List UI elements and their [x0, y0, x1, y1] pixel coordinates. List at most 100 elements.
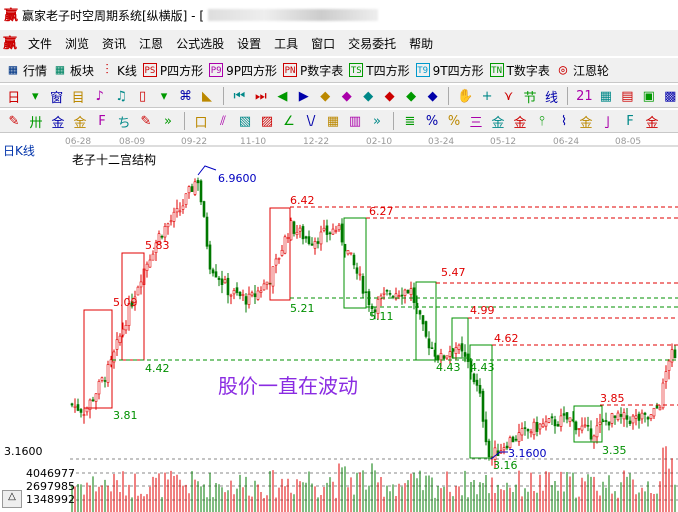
- tool-icon[interactable]: ⏮: [233, 88, 246, 104]
- kline-chart[interactable]: 06-28 08-09 09-22 11-10 12-22 02-10 03-24 05-12…: [0, 134, 678, 512]
- support-label: 4.43: [470, 361, 495, 374]
- toolbar-button[interactable]: PS P四方形: [142, 62, 204, 79]
- menu-item[interactable]: 江恩: [139, 36, 164, 51]
- menu-item[interactable]: 资讯: [102, 36, 127, 51]
- menu-item[interactable]: 工具: [274, 36, 299, 51]
- tool-icon[interactable]: 金: [513, 115, 527, 131]
- tool-icon[interactable]: ▣: [642, 88, 655, 104]
- tool-icon[interactable]: ◆: [427, 88, 438, 104]
- tool-icon[interactable]: +: [481, 88, 493, 104]
- tool-icon[interactable]: 卅: [29, 115, 43, 131]
- tool-icon[interactable]: 金: [579, 115, 593, 131]
- tool-icon[interactable]: 日: [7, 90, 21, 106]
- toolbar-button[interactable]: P9 9P四方形: [209, 62, 277, 79]
- toolbar-button[interactable]: ◎ 江恩轮: [556, 62, 609, 79]
- tool-icon[interactable]: %: [447, 113, 461, 129]
- menu-item[interactable]: 浏览: [65, 36, 90, 51]
- tool-icon[interactable]: 节: [523, 90, 537, 106]
- tool-icon[interactable]: 金: [51, 115, 65, 131]
- tool-icon[interactable]: ▧: [238, 113, 252, 129]
- tool-icon[interactable]: ♪: [95, 88, 104, 104]
- menu-item[interactable]: 帮助: [409, 36, 434, 51]
- tool-icon[interactable]: ▤: [621, 88, 634, 104]
- candle-body: [625, 415, 629, 420]
- toolbar-button[interactable]: ▦ 行情: [6, 62, 47, 79]
- tool-icon[interactable]: 三: [469, 115, 483, 131]
- menu-logo[interactable]: 赢: [3, 36, 17, 52]
- tool-icon[interactable]: ◀: [277, 88, 288, 104]
- tool-icon[interactable]: 金: [73, 115, 87, 131]
- toolbar-button[interactable]: TS T四方形: [349, 62, 410, 79]
- tool-icon[interactable]: ♫: [115, 88, 127, 104]
- candle-body: [427, 338, 431, 349]
- support-label: 5.21: [290, 302, 315, 315]
- tool-icon[interactable]: ▥: [348, 113, 362, 129]
- tool-icon[interactable]: ▾: [31, 88, 39, 104]
- tool-icon[interactable]: »: [164, 113, 172, 129]
- tool-icon[interactable]: 金: [645, 115, 659, 131]
- chart-canvas[interactable]: 06-28 08-09 09-22 11-10 12-22 02-10 03-24 05-12…: [0, 134, 678, 512]
- tool-icon[interactable]: ✋: [457, 88, 474, 104]
- tool-icon[interactable]: ◆: [320, 88, 331, 104]
- tool-icon[interactable]: 线: [544, 90, 558, 106]
- tool-icon[interactable]: ✎: [8, 113, 20, 129]
- tool-icon[interactable]: ⫯: [539, 113, 545, 129]
- candle-body: [133, 296, 137, 306]
- tool-icon[interactable]: ▩: [664, 88, 677, 104]
- tool-icon[interactable]: ◣: [201, 88, 212, 104]
- indicator-name: 老子十二宫结构: [72, 153, 157, 167]
- toolbar-button[interactable]: TN T数字表: [489, 62, 550, 79]
- period-label[interactable]: 日K线: [3, 144, 35, 158]
- tool-icon[interactable]: ▦: [326, 113, 340, 129]
- toolbar-button-label: T四方形: [366, 63, 410, 78]
- tool-icon[interactable]: \/: [306, 113, 316, 129]
- expand-button[interactable]: △: [2, 490, 22, 508]
- tool-icon[interactable]: ≣: [404, 113, 416, 129]
- tool-icon[interactable]: ▯: [138, 88, 147, 104]
- tool-icon[interactable]: F: [98, 113, 106, 129]
- tool-icon[interactable]: ◆: [363, 88, 374, 104]
- tool-icon[interactable]: ⏭: [255, 88, 267, 104]
- tool-icon[interactable]: ▾: [160, 88, 168, 104]
- tool-icon[interactable]: 亅: [601, 115, 615, 131]
- tool-icon[interactable]: ✎: [140, 113, 152, 129]
- tool-icon[interactable]: ▨: [260, 113, 274, 129]
- toolbar-button[interactable]: T9 9T四方形: [415, 62, 484, 79]
- toolbar-button[interactable]: ⫶ K线: [100, 62, 137, 79]
- tool-icon[interactable]: 窗: [50, 90, 64, 106]
- tool-icon[interactable]: ⌘: [178, 88, 192, 104]
- date-tick: 08-05: [615, 137, 641, 147]
- tool-icon[interactable]: 口: [194, 115, 208, 131]
- menu-item[interactable]: 窗口: [311, 36, 336, 51]
- tool-icon[interactable]: »: [373, 113, 381, 129]
- candle-body: [283, 236, 287, 254]
- tool-icon[interactable]: ∠: [283, 113, 295, 129]
- menu-item[interactable]: 公式选股: [176, 36, 225, 51]
- tool-icon[interactable]: F: [626, 113, 634, 129]
- tool-icon[interactable]: 21: [576, 88, 593, 104]
- tool-icon[interactable]: ▦: [599, 88, 613, 104]
- tool-icon[interactable]: ち: [117, 115, 131, 131]
- menu-item[interactable]: 文件: [28, 36, 53, 51]
- toolbar-button[interactable]: ▦ 板块: [53, 62, 94, 79]
- candle-body: [334, 230, 338, 232]
- tool-icon[interactable]: 金: [491, 115, 505, 131]
- candle-body: [481, 390, 485, 422]
- toolbar-button-label: P四方形: [159, 63, 204, 78]
- candle-body: [124, 324, 128, 331]
- tool-icon[interactable]: ◆: [341, 88, 352, 104]
- tool-icon[interactable]: 目: [71, 90, 85, 106]
- tool-icon[interactable]: ⌇: [560, 113, 568, 129]
- candle-body: [559, 415, 563, 427]
- toolbar-button[interactable]: PN P数字表: [283, 62, 343, 79]
- tool-icon[interactable]: ▶: [298, 88, 309, 104]
- tool-icon[interactable]: ◆: [406, 88, 417, 104]
- resistance-label: 6.27: [369, 205, 394, 218]
- tool-icon[interactable]: ◆: [384, 88, 395, 104]
- menu-item[interactable]: 交易委托: [348, 36, 397, 51]
- candle-body: [103, 380, 107, 382]
- menu-item[interactable]: 设置: [237, 36, 262, 51]
- tool-icon[interactable]: ⋎: [503, 88, 514, 104]
- tool-icon[interactable]: %: [425, 113, 439, 129]
- tool-icon[interactable]: ⫽: [220, 113, 226, 129]
